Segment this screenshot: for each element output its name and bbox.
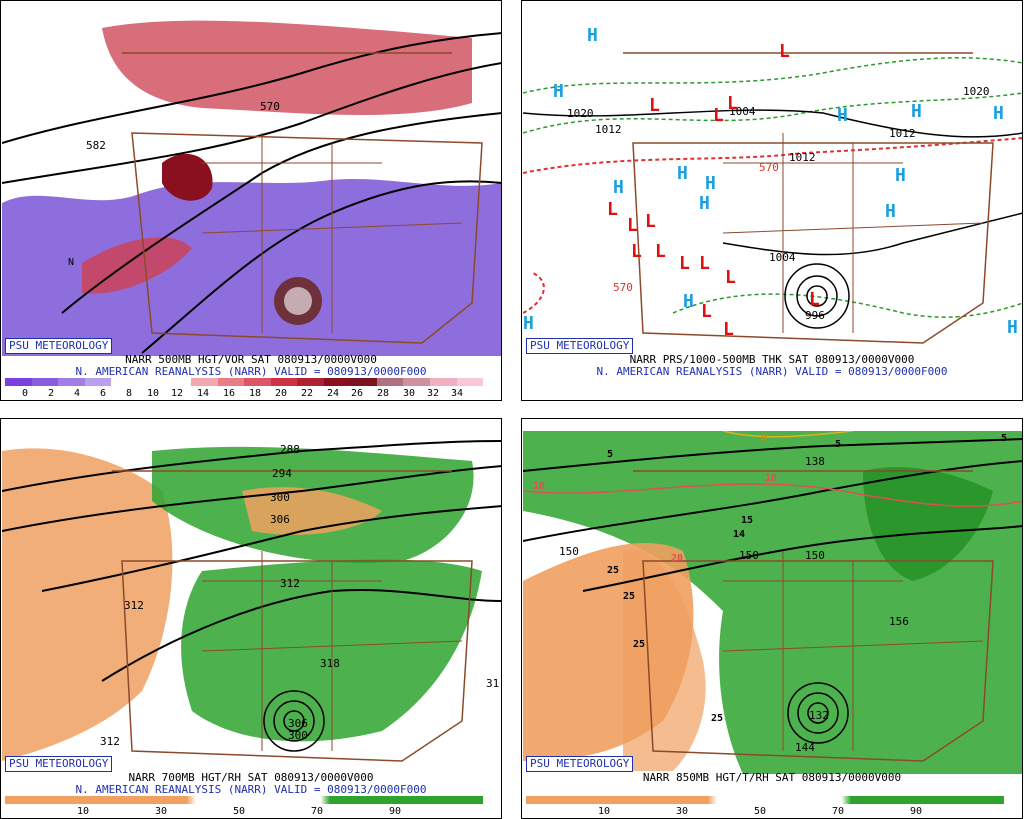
panel-valid: N. AMERICAN REANALYSIS (NARR) VALID = 08… [596, 365, 948, 378]
panel-850mb-t-rh: 150 150 150 156 144 138 132 10 10 20 0 5… [521, 418, 1023, 819]
colorbar [526, 796, 1004, 804]
temp-label-15: 15 [741, 515, 753, 526]
panel-valid: N. AMERICAN REANALYSIS (NARR) VALID = 08… [75, 365, 427, 378]
contour-label-312: 312 [280, 577, 300, 590]
high-marker: H [553, 81, 564, 102]
contour-label-150: 150 [559, 545, 579, 558]
psu-badge: PSU METEOROLOGY [5, 338, 113, 354]
low-marker: L [679, 253, 690, 274]
temp-label-25: 25 [711, 713, 723, 724]
panel-valid: N. AMERICAN REANALYSIS (NARR) VALID = 08… [75, 783, 427, 796]
high-marker: H [705, 173, 716, 194]
panel-sfc-pressure-thickness: 1020 1012 1004 1012 1012 1020 570 1004 9… [521, 0, 1023, 401]
contour-label-300: 300 [288, 729, 308, 742]
high-marker: H [837, 105, 848, 126]
low-marker: L [699, 253, 710, 274]
low-marker: L [727, 93, 738, 114]
high-marker: H [677, 163, 688, 184]
contour-label-582: 582 [86, 139, 106, 152]
high-marker: H [613, 177, 624, 198]
map-700mb-rh: 288 294 300 306 312 312 318 312 306 300 … [2, 431, 501, 774]
isobar-label-1012: 1012 [595, 123, 622, 136]
low-marker: L [723, 319, 734, 340]
panel-title: NARR 850MB HGT/T/RH SAT 080913/0000V000 [642, 771, 902, 784]
temp-label-25: 25 [607, 565, 619, 576]
low-marker: L [655, 241, 666, 262]
high-marker: H [1007, 317, 1018, 338]
temp-label-10: 10 [533, 481, 545, 492]
contour-label-306: 306 [288, 717, 308, 730]
temp-label-5: 5 [607, 449, 613, 460]
colorbar-ticks: 10 30 50 70 90 [597, 806, 923, 817]
temp-label-20: 20 [671, 553, 683, 564]
low-marker: L [725, 267, 736, 288]
low-marker: L [713, 105, 724, 126]
colorbar [5, 378, 484, 386]
contour-label-288: 288 [280, 443, 300, 456]
high-marker: H [683, 291, 694, 312]
temp-label-14: 14 [733, 529, 745, 540]
contour-label-150: 150 [805, 549, 825, 562]
map-sfc-pressure: 1020 1012 1004 1012 1012 1020 570 1004 9… [523, 13, 1022, 356]
contour-label-150: 150 [739, 549, 759, 562]
low-marker: L [607, 199, 618, 220]
isobar-label-1004: 1004 [729, 105, 756, 118]
panel-title: NARR PRS/1000-500MB THK SAT 080913/0000V… [629, 353, 915, 366]
low-marker: L [627, 215, 638, 236]
panel-title: NARR 500MB HGT/VOR SAT 080913/0000V000 [125, 353, 377, 366]
temp-label-5: 5 [835, 439, 841, 450]
high-marker: H [523, 313, 534, 334]
contour-label-156: 156 [889, 615, 909, 628]
temp-label-5: 5 [1001, 433, 1007, 444]
contour-label-132: 132 [809, 709, 829, 722]
psu-badge: PSU METEOROLOGY [526, 338, 634, 354]
isobar-label-996: 996 [805, 309, 825, 322]
low-marker: L [649, 95, 660, 116]
contour-label-318: 318 [320, 657, 340, 670]
contour-label-138: 138 [805, 455, 825, 468]
vort-label-n: N [68, 257, 74, 268]
isobar-label-1012-b: 1012 [789, 151, 816, 164]
colorbar-ticks: 0 2 4 6 8 10 12 14 16 18 20 22 24 26 28 … [21, 388, 464, 399]
thk-label-570: 570 [759, 161, 779, 174]
temp-label-25: 25 [633, 639, 645, 650]
temp-label-10: 10 [765, 473, 777, 484]
contour-label-570: 570 [260, 100, 280, 113]
contour-label-300: 300 [270, 491, 290, 504]
high-marker: H [699, 193, 710, 214]
high-marker: H [911, 101, 922, 122]
low-marker: L [809, 289, 820, 310]
contour-label-144: 144 [795, 741, 815, 754]
panel-700mb-rh: 288 294 300 306 312 312 318 312 306 300 … [0, 418, 502, 819]
high-marker: H [993, 103, 1004, 124]
temp-label-25: 25 [623, 591, 635, 602]
panel-500mb-vorticity: 570 582 N PSU METEOROLOGY NARR 500MB HGT… [0, 0, 502, 401]
isobar-label-1004-b: 1004 [769, 251, 796, 264]
low-marker: L [645, 211, 656, 232]
psu-badge: PSU METEOROLOGY [5, 756, 113, 772]
colorbar-ticks: 10 30 50 70 90 [76, 806, 402, 817]
colorbar [5, 796, 483, 804]
high-marker: H [587, 25, 598, 46]
isobar-label-1020-b: 1020 [963, 85, 990, 98]
contour-label-312-b: 312 [124, 599, 144, 612]
contour-label-312-c: 312 [100, 735, 120, 748]
psu-badge: PSU METEOROLOGY [526, 756, 634, 772]
low-marker: L [701, 301, 712, 322]
panel-title: NARR 700MB HGT/RH SAT 080913/0000V000 [128, 771, 374, 784]
contour-label-294: 294 [272, 467, 292, 480]
low-marker: L [779, 41, 790, 62]
map-850mb-t-rh: 150 150 150 156 144 138 132 10 10 20 0 5… [523, 431, 1022, 774]
contour-label-306: 306 [270, 513, 290, 526]
thk-label-570-b: 570 [613, 281, 633, 294]
isobar-label-1012-c: 1012 [889, 127, 916, 140]
temp-label-0: 0 [761, 433, 767, 444]
high-marker: H [885, 201, 896, 222]
isobar-label-1020: 1020 [567, 107, 594, 120]
low-marker: L [631, 241, 642, 262]
map-500mb-vorticity: 570 582 N [2, 13, 501, 356]
contour-label-31: 31 [486, 677, 499, 690]
high-marker: H [895, 165, 906, 186]
